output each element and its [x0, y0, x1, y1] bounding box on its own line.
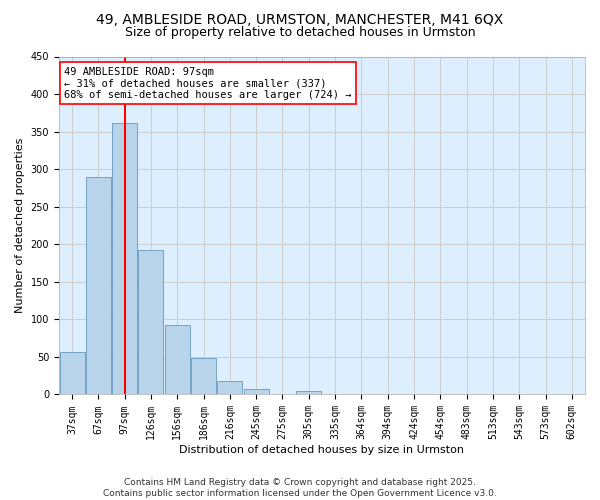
Text: 49 AMBLESIDE ROAD: 97sqm
← 31% of detached houses are smaller (337)
68% of semi-: 49 AMBLESIDE ROAD: 97sqm ← 31% of detach… — [64, 66, 352, 100]
Y-axis label: Number of detached properties: Number of detached properties — [15, 138, 25, 313]
Bar — [59, 352, 85, 395]
Bar — [244, 389, 269, 394]
Text: Contains HM Land Registry data © Crown copyright and database right 2025.
Contai: Contains HM Land Registry data © Crown c… — [103, 478, 497, 498]
Text: 49, AMBLESIDE ROAD, URMSTON, MANCHESTER, M41 6QX: 49, AMBLESIDE ROAD, URMSTON, MANCHESTER,… — [97, 12, 503, 26]
Bar — [112, 122, 137, 394]
Bar — [296, 392, 321, 394]
Bar — [86, 176, 111, 394]
Bar — [217, 381, 242, 394]
Bar — [191, 358, 216, 395]
Text: Size of property relative to detached houses in Urmston: Size of property relative to detached ho… — [125, 26, 475, 39]
X-axis label: Distribution of detached houses by size in Urmston: Distribution of detached houses by size … — [179, 445, 464, 455]
Bar — [165, 326, 190, 394]
Bar — [139, 250, 163, 394]
